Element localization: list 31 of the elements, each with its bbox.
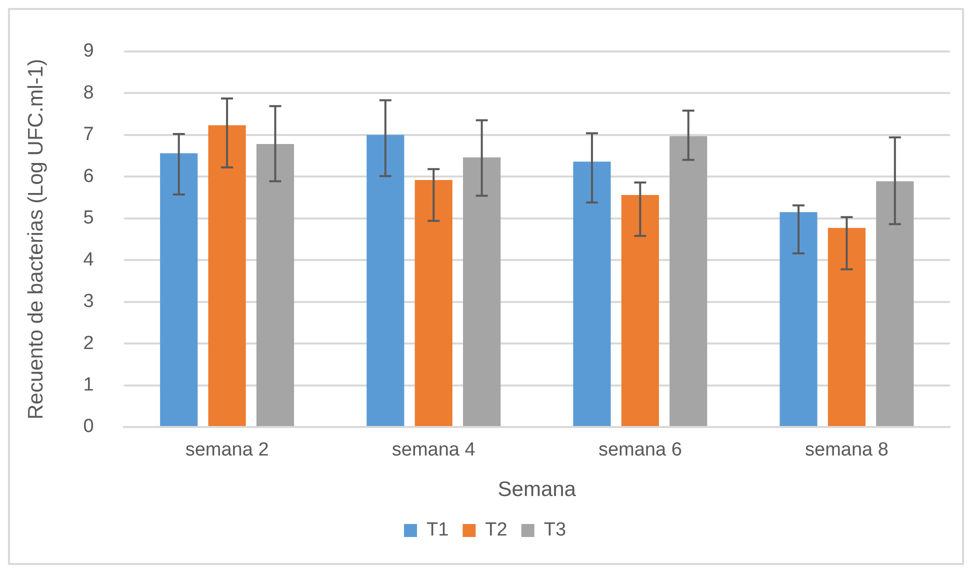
legend-label: T1 — [426, 520, 449, 541]
legend-label: T3 — [544, 520, 566, 541]
y-tick-label: 0 — [83, 416, 94, 438]
bar — [876, 181, 914, 426]
x-tick-label: semana 6 — [598, 440, 682, 461]
x-axis-title: Semana — [498, 478, 576, 502]
y-tick-label: 9 — [83, 40, 94, 62]
y-tick-label: 6 — [83, 166, 94, 187]
y-axis-title: Recuento de bacterias (Log UFC.ml-1) — [24, 58, 48, 420]
y-tick-label: 5 — [83, 208, 94, 229]
bar — [621, 194, 659, 426]
y-tick-label: 8 — [83, 82, 94, 104]
x-tick-label: semana 4 — [392, 440, 476, 461]
y-tick-label: 4 — [83, 249, 94, 270]
y-tick-label: 2 — [83, 332, 94, 354]
bar — [573, 162, 611, 426]
bar — [670, 136, 708, 426]
bar — [414, 180, 452, 426]
x-tick-label: semana 8 — [804, 440, 888, 461]
bar — [208, 125, 246, 426]
bar — [366, 134, 404, 426]
bar — [828, 228, 866, 426]
y-tick-label: 1 — [83, 374, 94, 396]
bar — [463, 157, 501, 426]
bar — [780, 212, 818, 426]
y-tick-label: 7 — [83, 124, 94, 146]
bar — [256, 144, 294, 426]
x-tick-label: semana 2 — [185, 440, 269, 461]
bar — [160, 153, 198, 426]
legend-label: T2 — [485, 520, 508, 541]
y-tick-label: 3 — [83, 291, 94, 312]
